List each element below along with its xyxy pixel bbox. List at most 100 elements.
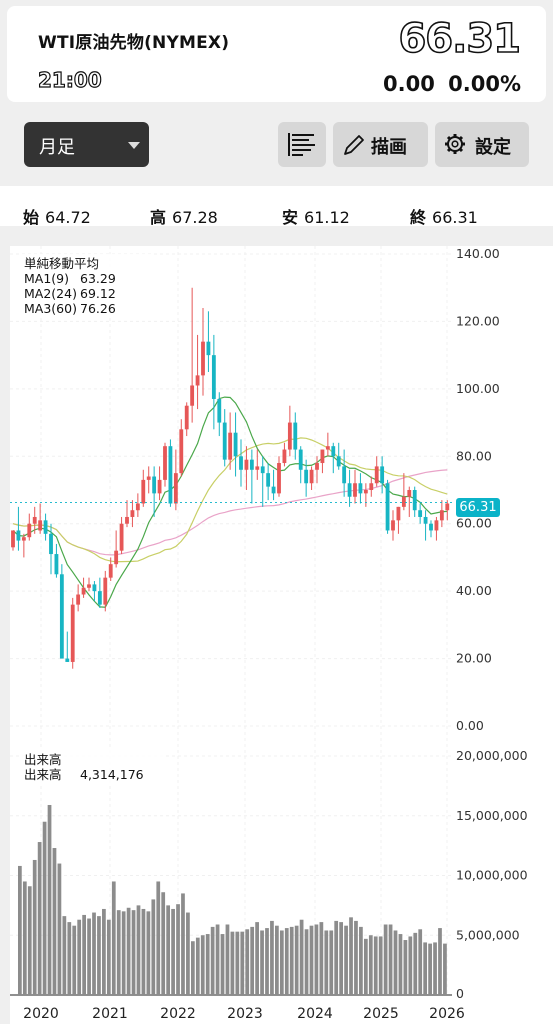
- candle-body: [11, 530, 15, 548]
- candle-body: [401, 496, 406, 507]
- volume-tick-label: 10,000,000: [456, 868, 528, 883]
- candle-body: [222, 422, 227, 460]
- candle-body: [255, 466, 260, 470]
- candle-body: [157, 479, 162, 494]
- quote-header: WTI原油先物(NYMEX) 66.31 21:00 0.00 0.00%: [7, 6, 546, 102]
- candle-body: [358, 483, 363, 494]
- volume-bar: [230, 931, 235, 995]
- candle-body: [87, 584, 91, 588]
- candle-body: [429, 523, 433, 531]
- settings-button[interactable]: 設定: [435, 122, 529, 167]
- candle-body: [32, 516, 37, 524]
- volume-bar: [18, 865, 22, 995]
- volume-bar: [156, 881, 161, 995]
- volume-bar: [116, 910, 121, 995]
- volume-bar: [359, 926, 363, 995]
- candle-body: [353, 483, 357, 497]
- volume-bar: [363, 938, 368, 995]
- x-tick-label: 2023: [227, 1006, 263, 1022]
- volume-bar: [428, 943, 432, 995]
- volume-tick-label: 0: [456, 986, 464, 1001]
- candle-body: [277, 463, 281, 494]
- candle-body: [119, 523, 124, 551]
- candle-body: [304, 469, 309, 484]
- candle-body: [363, 490, 368, 494]
- draw-button[interactable]: 描画: [333, 122, 428, 167]
- volume-label: 出来高: [24, 767, 62, 782]
- list-lines-icon: [288, 133, 315, 156]
- candle-body: [21, 537, 26, 541]
- chevron-down-icon: [128, 142, 140, 149]
- volume-bar: [250, 926, 255, 995]
- volume-bar: [413, 932, 418, 995]
- candle-body: [76, 594, 81, 605]
- candle-body: [43, 520, 48, 534]
- volume-bar: [151, 899, 156, 995]
- candle-body: [201, 341, 205, 376]
- volume-bar: [354, 920, 358, 995]
- chart-area[interactable]: 2020 2021 2022 2023 2024 2025 2026 0.00 20.00 40.…: [10, 246, 553, 1024]
- ohlc-low: 安 61.12: [282, 208, 350, 227]
- volume-bar: [200, 935, 205, 995]
- volume-bar: [423, 942, 428, 995]
- change-value: 0.00: [383, 72, 435, 96]
- volume-bar: [57, 863, 62, 995]
- candle-body: [125, 516, 129, 524]
- gear-icon: [445, 134, 465, 154]
- volume-bar: [279, 930, 284, 995]
- candle-body: [163, 446, 167, 480]
- candle-body: [92, 584, 97, 592]
- volume-bar: [37, 842, 42, 995]
- chart-svg[interactable]: 2020 2021 2022 2023 2024 2025 2026 0.00 20.00 40.…: [10, 246, 553, 1024]
- volume-bar: [299, 919, 304, 995]
- ohlc-bar: 始 64.72 高 67.28 安 61.12 終 66.31: [0, 186, 553, 227]
- candle-body: [239, 456, 243, 470]
- candle-body: [396, 506, 401, 521]
- volume-bar: [289, 926, 294, 995]
- volume-bar: [329, 930, 334, 995]
- candle-body: [97, 591, 102, 605]
- candle-body: [347, 483, 352, 497]
- candle-body: [130, 510, 135, 517]
- candle-body: [54, 554, 59, 575]
- volume-bar: [32, 859, 37, 995]
- candle-body: [293, 422, 298, 450]
- candle-body: [282, 449, 287, 464]
- price-tick-label: 120.00: [456, 313, 500, 328]
- x-tick-label: 2026: [429, 1006, 465, 1022]
- price-tick-label: 40.00: [456, 583, 492, 598]
- volume-bar: [270, 920, 274, 995]
- volume-legend: 出来高 出来高 4,314,176: [20, 750, 164, 784]
- volume-bar: [67, 922, 72, 995]
- price-tick-label: 80.00: [456, 448, 492, 463]
- candle-body: [342, 466, 347, 484]
- volume-value: 4,314,176: [80, 767, 144, 782]
- volume-bar: [77, 919, 82, 995]
- volume-bar: [190, 941, 195, 995]
- candle-body: [233, 432, 238, 457]
- ohlc-open: 始 64.72: [23, 208, 91, 227]
- volume-bar: [443, 943, 447, 995]
- volume-bar: [260, 930, 264, 995]
- volume-bar: [418, 929, 423, 995]
- draw-label: 描画: [371, 137, 407, 158]
- volume-bar: [210, 926, 215, 995]
- price-tick-label: 140.00: [456, 246, 500, 261]
- indicator-list-button[interactable]: [278, 122, 326, 167]
- last-price: 66.31: [398, 15, 522, 63]
- volume-bar: [393, 930, 398, 995]
- volume-bar: [388, 924, 393, 995]
- volume-bar: [344, 925, 348, 995]
- volume-bar: [220, 934, 225, 995]
- ma3-value: 76.26: [80, 301, 116, 316]
- period-select[interactable]: 月足: [24, 122, 149, 167]
- candle-body: [412, 490, 417, 511]
- volume-bar: [398, 934, 403, 995]
- candle-body: [249, 459, 254, 470]
- volume-bar: [87, 918, 91, 995]
- candle-body: [49, 533, 53, 555]
- candle-body: [114, 550, 119, 565]
- volume-bar: [309, 925, 314, 995]
- candle-body: [141, 479, 146, 504]
- candle-body: [152, 476, 157, 494]
